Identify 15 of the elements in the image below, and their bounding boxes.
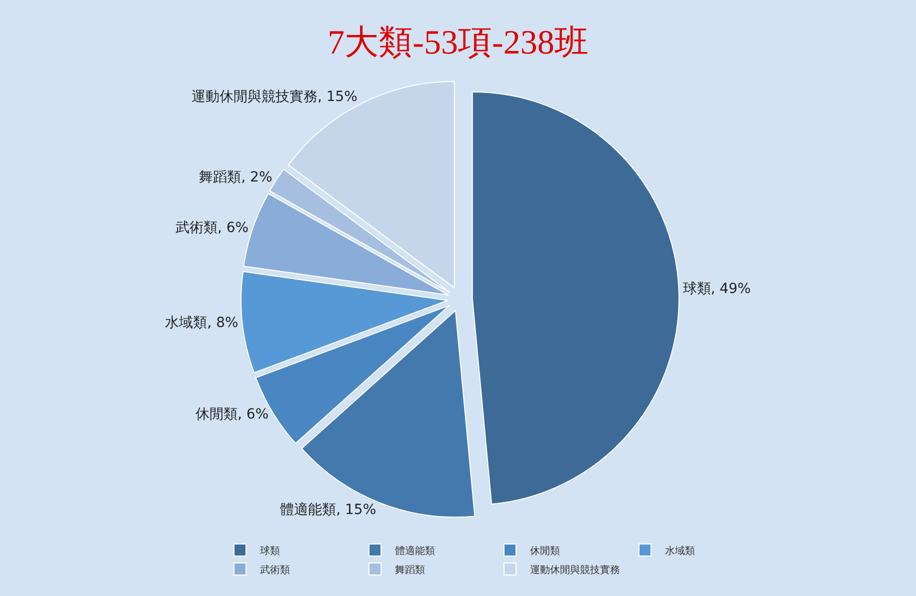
data-label: 舞蹈類, 2% — [199, 169, 272, 186]
data-label: 水域類, 8% — [165, 314, 238, 331]
chart-title: 7大類-53項-238班 — [328, 24, 588, 62]
data-label: 球類, 49% — [682, 280, 751, 297]
legend-label: 武術類 — [260, 564, 290, 576]
legend-label: 球類 — [260, 544, 280, 557]
data-label: 武術類, 6% — [175, 220, 249, 236]
data-label: 休閒類, 6% — [196, 406, 269, 423]
legend-label: 休閒類 — [530, 544, 560, 557]
legend-label: 舞蹈類 — [395, 564, 425, 576]
data-label: 體適能類, 15% — [280, 502, 376, 518]
legend-label: 運動休閒與競技實務 — [530, 564, 620, 576]
legend-label: 體適能類 — [395, 544, 435, 557]
legend-label: 水域類 — [665, 544, 695, 557]
data-label: 運動休閒與競技實務, 15% — [191, 89, 358, 106]
